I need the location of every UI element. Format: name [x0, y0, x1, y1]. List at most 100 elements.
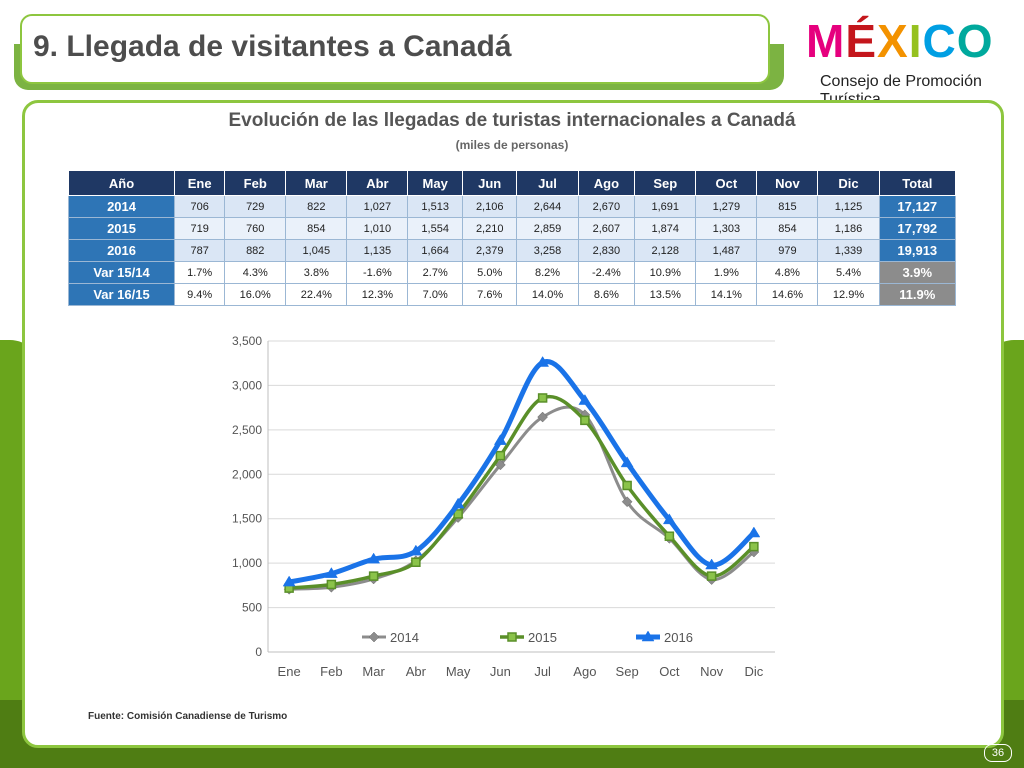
x-tick-label: Dic	[744, 664, 763, 679]
data-point-2016	[705, 558, 719, 570]
y-tick-label: 0	[255, 645, 262, 659]
table-cell: 3,258	[516, 239, 579, 262]
table-cell: 2,859	[516, 217, 579, 240]
table-cell: 729	[224, 195, 287, 218]
table-header-cell: Nov	[756, 170, 819, 196]
table-header-cell: Ago	[577, 170, 636, 196]
series-line-2016	[288, 359, 756, 585]
data-point-2016	[747, 526, 761, 538]
data-point-2016	[662, 513, 676, 525]
table-row: Var 16/15 9.4% 16.0% 22.4% 12.3% 7.0% 7.6% 14.0…	[67, 283, 957, 306]
logo-letter: X	[877, 15, 909, 67]
table-cell: 22.4%	[285, 283, 348, 306]
table-cell: 7.0%	[407, 283, 463, 306]
table-cell: 8.6%	[577, 283, 636, 306]
data-point-2015	[453, 509, 463, 519]
table-cell: 1,135	[346, 239, 409, 262]
legend-label: 2014	[390, 630, 419, 645]
logo-letter: M	[806, 15, 846, 67]
y-tick-label: 3,500	[232, 334, 262, 348]
table-cell: 2,128	[634, 239, 697, 262]
x-tick-label: Ene	[278, 664, 301, 679]
total-cell: 17,127	[878, 195, 957, 218]
table-row: 2016 787 882 1,045 1,135 1,664 2,379 3,258 2,830…	[67, 239, 957, 262]
table-cell: 706	[174, 195, 226, 218]
data-point-2016	[451, 497, 465, 509]
row-label: Var 16/15	[67, 283, 176, 306]
table-header-cell: Dic	[817, 170, 880, 196]
page-number: 36	[984, 744, 1012, 762]
table-cell: 2.7%	[407, 261, 463, 284]
table-cell: 7.6%	[461, 283, 518, 306]
table-cell: 2,210	[461, 217, 518, 240]
table-cell: 822	[285, 195, 348, 218]
table-header-row: Año Ene Feb Mar Abr May Jun Jul Ago Sep Oct Nov Dic T…	[67, 170, 957, 196]
source-note: Fuente: Comisión Canadiense de Turismo	[88, 711, 288, 722]
table-cell: 12.3%	[346, 283, 409, 306]
y-tick-label: 1,500	[232, 512, 262, 526]
data-point-2016	[536, 356, 550, 367]
data-point-2016	[367, 552, 381, 564]
row-label: Var 15/14	[67, 261, 176, 284]
total-cell: 3.9%	[878, 261, 957, 284]
table-cell: 1,554	[407, 217, 463, 240]
table-cell: 5.4%	[817, 261, 880, 284]
table-cell: 1,186	[817, 217, 880, 240]
table-cell: 1,339	[817, 239, 880, 262]
table-row: 2014 706 729 822 1,027 1,513 2,106 2,644 2,670 1,…	[67, 195, 957, 218]
logo-letter: O	[956, 15, 994, 67]
table-cell: 2,644	[516, 195, 579, 218]
legend-label: 2016	[664, 630, 693, 645]
total-cell: 11.9%	[878, 283, 957, 306]
data-point-2016	[620, 456, 634, 468]
table-cell: 10.9%	[634, 261, 697, 284]
y-tick-label: 3,000	[232, 378, 262, 392]
panel-subtitle: (miles de personas)	[455, 138, 569, 152]
x-tick-label: Mar	[362, 664, 385, 679]
table-cell: 1,874	[634, 217, 697, 240]
data-point-2015	[537, 393, 548, 403]
x-tick-label: Sep	[616, 664, 639, 679]
legend-label: 2015	[528, 630, 557, 645]
data-point-2016	[578, 394, 592, 405]
panel-title: Evolución de las llegadas de turistas in…	[228, 110, 796, 131]
table-header-cell: Feb	[224, 170, 287, 196]
total-cell: 17,792	[878, 217, 957, 240]
data-point-2015	[411, 557, 421, 568]
data-point-2015	[706, 571, 717, 581]
x-tick-label: Jun	[490, 664, 511, 679]
x-tick-label: Oct	[659, 664, 680, 679]
x-tick-label: Abr	[406, 664, 427, 679]
table-cell: 1,513	[407, 195, 463, 218]
table-cell: 1,010	[346, 217, 409, 240]
mexico-logo: MÉXICO	[806, 14, 994, 68]
data-point-2014	[537, 411, 548, 423]
logo-letter: C	[922, 15, 957, 67]
table-cell: -1.6%	[346, 261, 409, 284]
data-point-2015	[326, 579, 337, 590]
y-tick-label: 2,000	[232, 467, 262, 481]
table-cell: 14.6%	[756, 283, 819, 306]
x-tick-label: May	[446, 664, 471, 679]
page-title: 9. Llegada de visitantes a Canadá	[33, 30, 512, 63]
table-cell: 854	[285, 217, 348, 240]
row-label: 2015	[67, 217, 176, 240]
table-cell: 854	[756, 217, 819, 240]
data-point-2015	[749, 541, 759, 552]
table-header-cell: Jul	[516, 170, 579, 196]
table-cell: 787	[174, 239, 226, 262]
table-header-cell: Abr	[346, 170, 409, 196]
table-header-cell: Total	[878, 170, 957, 196]
table-cell: 1,279	[695, 195, 758, 218]
table-header-cell: Ene	[174, 170, 226, 196]
table-cell: 1,664	[407, 239, 463, 262]
data-point-2015	[368, 571, 379, 581]
table-header-cell: Mar	[285, 170, 348, 196]
table-cell: 719	[174, 217, 226, 240]
table-row: Var 15/14 1.7% 4.3% 3.8% -1.6% 2.7% 5.0% 8.2% -2…	[67, 261, 957, 284]
legend-marker-2014	[368, 631, 380, 643]
table-cell: 2,830	[577, 239, 636, 262]
table-cell: 4.3%	[224, 261, 287, 284]
data-point-2015	[580, 415, 590, 426]
title-box	[20, 14, 770, 84]
